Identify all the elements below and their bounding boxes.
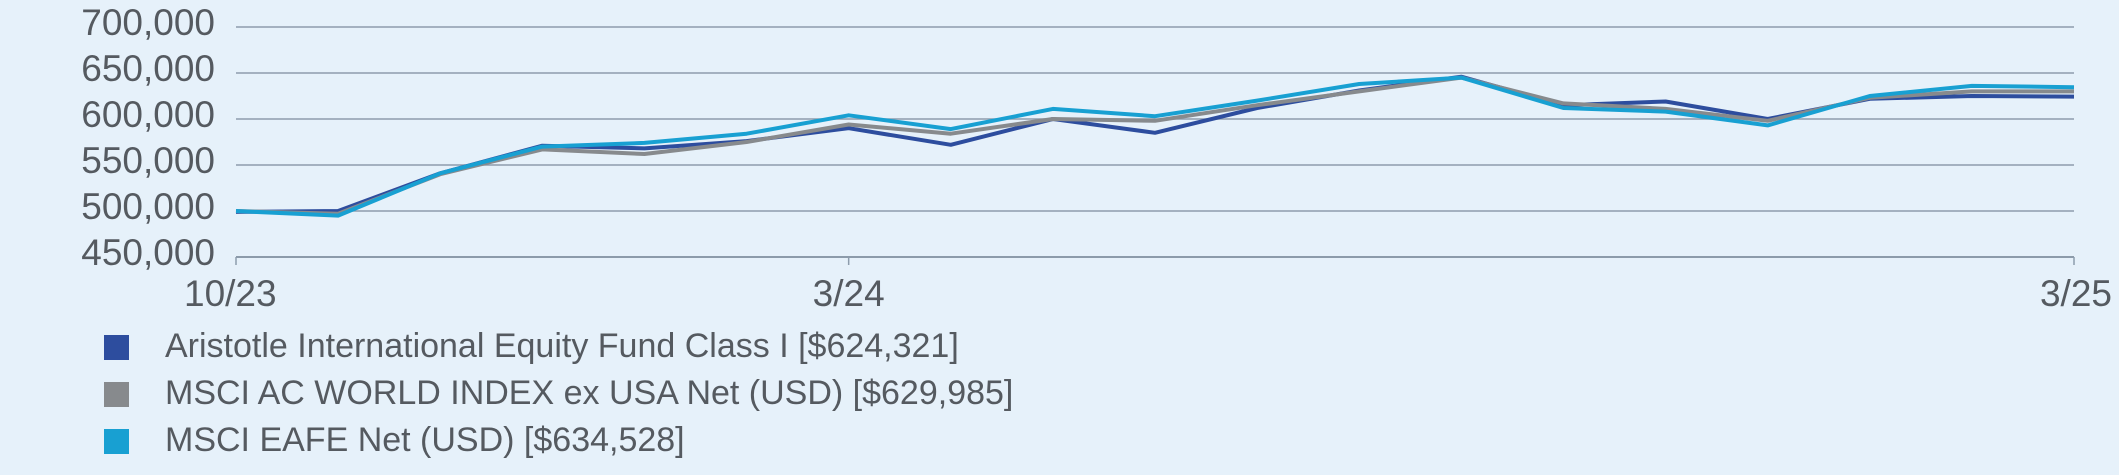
y-tick-label: 650,000 <box>81 48 215 89</box>
y-tick-label: 700,000 <box>81 2 215 43</box>
y-tick-label: 500,000 <box>81 186 215 227</box>
x-tick-label: 3/25 <box>2040 273 2112 314</box>
legend-label: MSCI AC WORLD INDEX ex USA Net (USD) [$6… <box>165 374 1013 412</box>
y-tick-label: 450,000 <box>81 232 215 273</box>
series-line <box>235 74 2075 214</box>
x-tick-label: 10/23 <box>184 273 277 314</box>
legend-swatch <box>104 429 129 454</box>
series-line <box>235 75 2074 216</box>
y-tick-label: 600,000 <box>81 94 215 135</box>
legend-swatch <box>104 382 129 407</box>
legend: Aristotle International Equity Fund Clas… <box>104 327 1013 459</box>
legend-swatch <box>104 335 129 360</box>
x-tick-label: 3/24 <box>813 273 885 314</box>
y-tick-label: 550,000 <box>81 140 215 181</box>
legend-label: MSCI EAFE Net (USD) [$634,528] <box>165 421 685 459</box>
legend-label: Aristotle International Equity Fund Clas… <box>165 327 959 365</box>
series-line <box>235 75 2075 218</box>
